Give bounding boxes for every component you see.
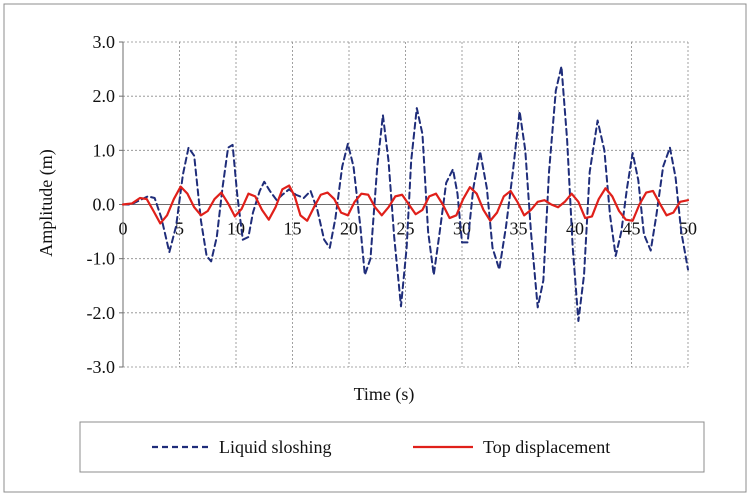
x-tick-label: 25 bbox=[397, 219, 415, 239]
x-tick-label: 35 bbox=[510, 219, 528, 239]
x-tick-label: 0 bbox=[119, 219, 128, 239]
y-axis-label: Amplitude (m) bbox=[36, 149, 57, 256]
y-tick-label: 0.0 bbox=[93, 195, 116, 215]
x-tick-label: 5 bbox=[175, 219, 184, 239]
legend-displacement-label: Top displacement bbox=[483, 437, 610, 457]
x-tick-label: 50 bbox=[679, 219, 697, 239]
y-tick-label: 2.0 bbox=[93, 86, 116, 106]
series-lines bbox=[121, 65, 690, 322]
x-tick-label: 15 bbox=[284, 219, 302, 239]
x-tick-label: 30 bbox=[453, 219, 471, 239]
y-tick-label: -2.0 bbox=[87, 303, 116, 323]
x-axis-label: Time (s) bbox=[354, 384, 415, 405]
x-tick-label: 20 bbox=[340, 219, 358, 239]
outer-border bbox=[3, 3, 747, 493]
y-tick-label: 3.0 bbox=[93, 32, 116, 52]
tick-labels: 0 5 10 15 20 25 30 35 40 45 503.02.01.00.0-1.0-2.0… bbox=[87, 32, 698, 377]
legend-sloshing-label: Liquid sloshing bbox=[219, 437, 332, 457]
y-tick-label: -3.0 bbox=[87, 357, 116, 377]
y-tick-label: 1.0 bbox=[93, 140, 116, 160]
x-tick-label: 40 bbox=[566, 219, 584, 239]
x-tick-label: 45 bbox=[623, 219, 641, 239]
y-tick-label: -1.0 bbox=[87, 249, 116, 269]
legend: Liquid sloshing Top displacement bbox=[79, 421, 705, 473]
series-top-displacement bbox=[121, 184, 690, 225]
